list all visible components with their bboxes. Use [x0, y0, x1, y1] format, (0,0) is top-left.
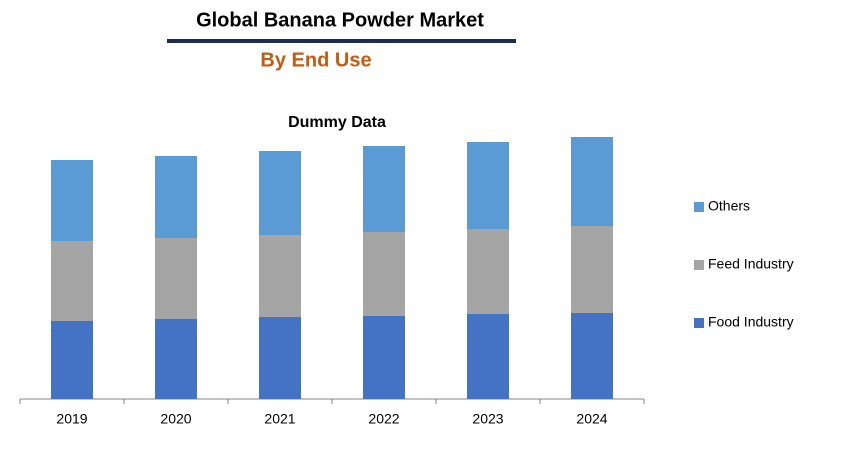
legend-swatch [694, 260, 704, 270]
x-tick-label: 2019 [56, 411, 87, 427]
bar-segment [51, 321, 93, 399]
bar-segment [571, 226, 613, 313]
bar-segment [259, 317, 301, 399]
bar-segment [467, 142, 509, 229]
bar-segment [571, 313, 613, 399]
x-tick-label: 2021 [264, 411, 295, 427]
x-tick-label: 2020 [160, 411, 191, 427]
legend-label: Food Industry [708, 314, 794, 330]
bar-segment [51, 241, 93, 321]
bar-segment [467, 229, 509, 314]
bar-segment [363, 146, 405, 232]
bar-segment [155, 238, 197, 319]
legend-swatch [694, 318, 704, 328]
legend-label: Feed Industry [708, 256, 794, 272]
bar-segment [363, 316, 405, 399]
bar-segment [155, 156, 197, 238]
page-title: Global Banana Powder Market [196, 9, 484, 31]
bar-segment [259, 235, 301, 317]
bar-segment [155, 319, 197, 399]
bar-segment [467, 314, 509, 399]
bar-segment [571, 137, 613, 226]
subtitle: By End Use [260, 49, 371, 71]
x-tick-label: 2022 [368, 411, 399, 427]
legend-swatch [694, 202, 704, 212]
legend-label: Others [708, 198, 750, 214]
x-tick-label: 2024 [576, 411, 607, 427]
bar-segment [259, 151, 301, 235]
bar-segment [363, 232, 405, 316]
bar-segment [51, 160, 93, 241]
x-tick-label: 2023 [472, 411, 503, 427]
chart-title: Dummy Data [288, 114, 386, 131]
